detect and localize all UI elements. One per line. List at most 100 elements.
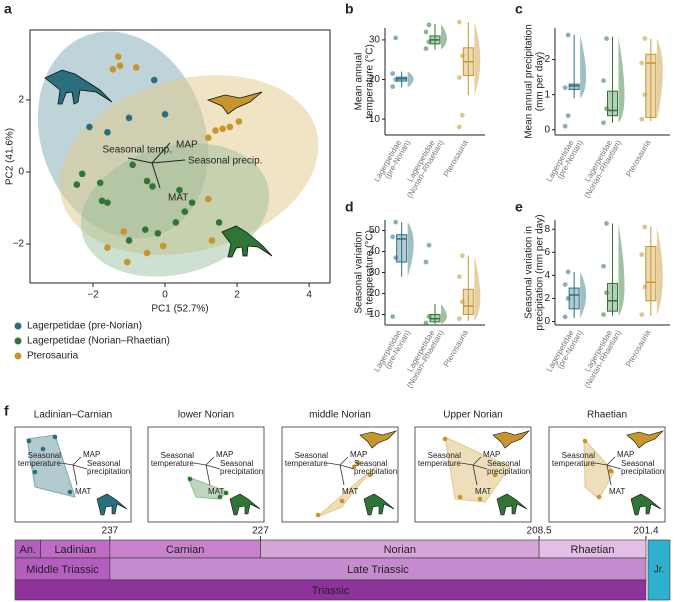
point xyxy=(601,78,606,84)
mini-point xyxy=(582,438,588,444)
box xyxy=(607,282,618,312)
panel-title: middle Norian xyxy=(309,410,371,421)
y-tick-label: 40 xyxy=(369,246,381,257)
arrow xyxy=(472,456,482,466)
hull xyxy=(316,464,378,518)
arrow xyxy=(327,462,341,466)
arrow xyxy=(205,456,215,466)
point xyxy=(125,237,133,244)
point xyxy=(143,249,151,257)
y-tick-label: 8 xyxy=(544,224,550,235)
time-unit-label: Carnian xyxy=(166,544,205,556)
point xyxy=(459,53,465,59)
hull xyxy=(187,476,230,500)
period-label: Jr. xyxy=(654,565,665,576)
arrow-label: Seasonal xyxy=(562,451,596,460)
arrow-label: Seasonal xyxy=(87,459,121,468)
time-unit-label: Norian xyxy=(384,544,416,556)
mini-frame xyxy=(548,426,666,523)
panel-title: Upper Norian xyxy=(443,410,502,421)
time-unit xyxy=(14,579,647,601)
loading-arrows xyxy=(127,142,186,189)
point xyxy=(123,258,131,266)
time-unit-label: An. xyxy=(20,544,37,556)
point xyxy=(423,259,429,265)
mini-point xyxy=(223,490,229,496)
arrow xyxy=(472,464,488,470)
point xyxy=(132,64,140,71)
y-axis-label: Mean annual precipitation xyxy=(524,24,535,139)
x-tick-label: 4 xyxy=(306,290,312,301)
mini-point xyxy=(351,464,357,470)
y-tick-label: 30 xyxy=(369,35,381,46)
box xyxy=(607,90,618,117)
arrow xyxy=(339,464,355,470)
point xyxy=(456,316,462,322)
arrow xyxy=(151,159,186,164)
point xyxy=(601,312,606,318)
point xyxy=(456,75,462,80)
x-tick-label: Pterosauria xyxy=(624,138,653,178)
legend-swatch xyxy=(14,322,22,330)
point xyxy=(565,32,571,38)
panel-title: Ladinian–Carnian xyxy=(34,410,112,421)
mini-point xyxy=(492,472,498,478)
violin-half xyxy=(474,255,481,321)
point xyxy=(212,127,219,134)
arrow-label: MAT xyxy=(75,487,91,496)
point xyxy=(215,219,223,226)
point xyxy=(208,237,216,244)
arrow-label: MAP xyxy=(216,450,233,459)
time-unit-label: Middle Triassic xyxy=(26,564,99,576)
mini-point xyxy=(457,494,463,500)
point xyxy=(188,199,196,206)
violin-half xyxy=(407,222,414,277)
silhouette xyxy=(359,430,398,449)
y-axis-label: Seasonal variation in xyxy=(524,226,535,319)
arrow-label: temperature xyxy=(285,459,329,468)
mini-frame xyxy=(147,426,265,523)
silhouette xyxy=(363,493,395,516)
point xyxy=(172,219,180,226)
arrow xyxy=(72,456,82,466)
point xyxy=(601,120,606,126)
arrow-label: temperature xyxy=(18,459,62,468)
y-tick-label: 0 xyxy=(544,316,550,327)
point xyxy=(219,125,226,133)
mini-point xyxy=(40,446,46,452)
point xyxy=(426,22,432,28)
box xyxy=(568,83,580,90)
point xyxy=(116,62,124,69)
point xyxy=(96,179,104,187)
silhouette xyxy=(44,69,113,105)
violin-half xyxy=(474,22,481,96)
silhouette xyxy=(630,493,662,516)
mini-frame xyxy=(414,426,532,523)
time-unit-label: Triassic xyxy=(312,585,350,597)
arrow xyxy=(606,464,612,486)
arrow-label: Seasonal xyxy=(428,451,462,460)
point xyxy=(459,253,465,259)
ellipse xyxy=(59,75,319,255)
arrow xyxy=(151,142,171,164)
y-axis-label: precipitation (mm per day) xyxy=(535,214,546,330)
panel-title: Rhaetian xyxy=(587,410,627,421)
arrow-label: precipitation xyxy=(220,467,263,476)
time-tick-label: 227 xyxy=(252,526,269,537)
point xyxy=(604,106,609,112)
violin-half xyxy=(618,36,625,123)
panel-label: a xyxy=(4,1,12,17)
point xyxy=(114,53,122,60)
point xyxy=(562,314,568,320)
legend-label: Pterosauria xyxy=(27,351,79,362)
y-tick-label: 20 xyxy=(369,74,381,85)
point xyxy=(639,60,645,66)
arrow-label: Seasonal xyxy=(295,451,329,460)
mini-point xyxy=(477,496,483,502)
mini-point xyxy=(442,436,448,442)
point xyxy=(390,71,396,76)
arrow-label: temperature xyxy=(151,459,195,468)
point xyxy=(562,123,568,129)
arrow-label: precipitation xyxy=(487,467,530,476)
